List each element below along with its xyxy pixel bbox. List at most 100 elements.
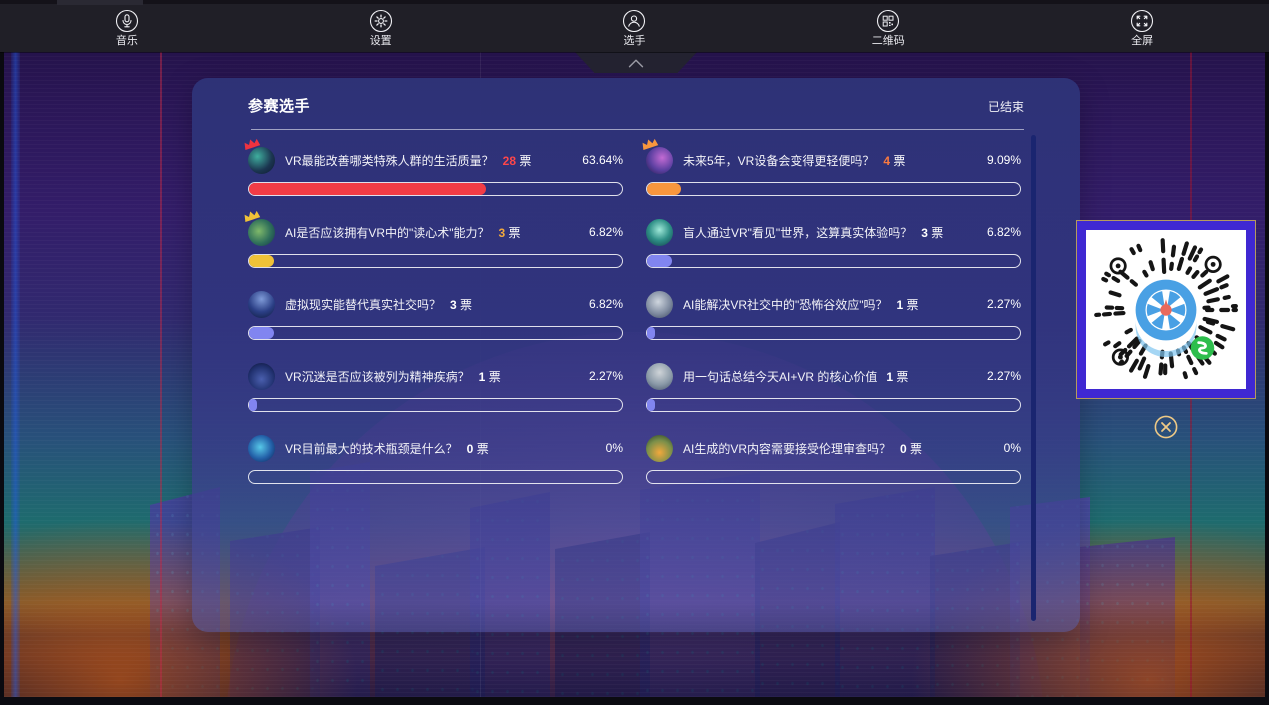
poll-bar-track: [646, 182, 1021, 196]
gear-icon: [369, 9, 392, 33]
poll-item: 虚拟现实能替代真实社交吗？ 3 票 6.82%: [248, 290, 623, 340]
qr-close-button[interactable]: [1154, 415, 1178, 439]
wechat-badge-icon: [1190, 335, 1215, 360]
avatar-image: [646, 362, 673, 390]
avatar: [646, 362, 673, 390]
poll-bar-track: [646, 398, 1021, 412]
poll-percent: 0%: [605, 441, 623, 455]
poll-item: VR目前最大的技术瓶颈是什么？ 0 票 0%: [248, 434, 623, 484]
poll-question: VR目前最大的技术瓶颈是什么？: [285, 441, 458, 456]
poll-percent: 0%: [1003, 441, 1021, 455]
person-icon: [623, 9, 646, 33]
screen-edge-right: [1265, 0, 1269, 705]
avatar-image: [248, 290, 275, 318]
poll-item: 用一句话总结今天AI+VR 的核心价值 1 票 2.27%: [646, 362, 1021, 412]
poll-bar-fill: [249, 399, 258, 411]
panel-header: 参赛选手 已结束: [192, 78, 1080, 116]
toolbar-item-qrcode[interactable]: 二维码: [761, 5, 1015, 47]
qr-code-panel: [1076, 220, 1256, 399]
poll-votes: 1 票: [886, 369, 909, 384]
top-toolbar: 音乐 设置 选手: [0, 0, 1269, 52]
poll-percent: 2.27%: [588, 369, 623, 383]
poll-bar-fill: [647, 255, 673, 267]
avatar: [646, 290, 673, 318]
avatar: [244, 210, 275, 246]
avatar: [248, 290, 275, 318]
qr-center-logo: [1135, 279, 1197, 357]
poll-question: VR沉迷是否应该被列为精神疾病？: [285, 369, 470, 384]
poll-head: VR目前最大的技术瓶颈是什么？ 0 票 0%: [248, 434, 623, 462]
poll-percent: 9.09%: [986, 153, 1021, 167]
poll-item: 未来5年，VR设备会变得更轻便吗？ 4 票 9.09%: [642, 138, 1021, 196]
avatar: [244, 138, 275, 174]
poll-head: AI是否应该拥有VR中的"读心术"能力？ 3 票 6.82%: [244, 210, 623, 246]
poll-bar-fill: [249, 255, 275, 267]
panel-scrollbar[interactable]: [1031, 135, 1036, 621]
poll-percent: 6.82%: [986, 225, 1021, 239]
crown-icon: [642, 138, 659, 150]
toolbar-label: 二维码: [871, 35, 905, 47]
poll-question: VR最能改善哪类特殊人群的生活质量？: [285, 153, 494, 168]
poll-bar-fill: [647, 183, 681, 195]
toolbar-collapse-handle[interactable]: [575, 52, 697, 73]
avatar-image: [248, 218, 275, 246]
poll-percent: 6.82%: [588, 297, 623, 311]
header-divider: [251, 129, 1024, 130]
avatar-image: [646, 290, 673, 318]
toolbar-label: 选手: [623, 35, 646, 47]
toolbar-item-contestants[interactable]: 选手: [508, 5, 762, 47]
avatar-image: [248, 434, 275, 462]
avatar-image: [646, 218, 673, 246]
qr-code-icon: [877, 9, 900, 33]
poll-votes: 3 票: [498, 225, 521, 240]
poll-percent: 63.64%: [582, 153, 623, 167]
poll-item: VR最能改善哪类特殊人群的生活质量？ 28 票 63.64%: [244, 138, 623, 196]
poll-question: 未来5年，VR设备会变得更轻便吗？: [683, 153, 875, 168]
poll-question: 虚拟现实能替代真实社交吗？: [285, 297, 442, 312]
poll-bar-fill: [249, 183, 487, 195]
toolbar-item-settings[interactable]: 设置: [254, 5, 508, 47]
poll-question: 用一句话总结今天AI+VR 的核心价值: [683, 369, 878, 384]
toolbar-label: 全屏: [1131, 35, 1154, 47]
poll-head: AI能解决VR社交中的"恐怖谷效应"吗？ 1 票 2.27%: [646, 290, 1021, 318]
poll-item: AI能解决VR社交中的"恐怖谷效应"吗？ 1 票 2.27%: [646, 290, 1021, 340]
poll-item: AI生成的VR内容需要接受伦理审查吗？ 0 票 0%: [646, 434, 1021, 484]
poll-votes: 28 票: [502, 153, 532, 168]
fullscreen-icon: [1131, 9, 1154, 33]
crown-icon: [244, 138, 261, 150]
poll-question: AI能解决VR社交中的"恐怖谷效应"吗？: [683, 297, 888, 312]
avatar-image: [646, 434, 673, 462]
poll-head: VR沉迷是否应该被列为精神疾病？ 1 票 2.27%: [248, 362, 623, 390]
poll-head: 用一句话总结今天AI+VR 的核心价值 1 票 2.27%: [646, 362, 1021, 390]
poll-bar-track: [248, 470, 623, 484]
avatar: [642, 138, 673, 174]
poll-bar-fill: [647, 327, 656, 339]
avatar: [646, 218, 673, 246]
avatar-image: [248, 362, 275, 390]
poll-head: 虚拟现实能替代真实社交吗？ 3 票 6.82%: [248, 290, 623, 318]
avatar-image: [248, 146, 275, 174]
toolbar-top-tab: [57, 0, 143, 5]
poll-votes: 1 票: [896, 297, 919, 312]
avatar: [646, 434, 673, 462]
contestants-panel: 参赛选手 已结束 VR最能改善哪类特殊人群的生活质量？ 28 票 63.64%: [192, 78, 1080, 632]
toolbar-label: 音乐: [115, 35, 138, 47]
poll-bar-fill: [249, 327, 275, 339]
poll-votes: 3 票: [450, 297, 473, 312]
poll-question: AI是否应该拥有VR中的"读心术"能力？: [285, 225, 490, 240]
accent-line-blue: [11, 52, 20, 705]
poll-bar-track: [646, 470, 1021, 484]
avatar: [248, 362, 275, 390]
close-icon: [1154, 415, 1178, 439]
accent-line-red-left: [160, 52, 162, 705]
poll-list: VR最能改善哪类特殊人群的生活质量？ 28 票 63.64% 未来5年，VR设备…: [192, 130, 1080, 484]
toolbar-item-fullscreen[interactable]: 全屏: [1015, 5, 1269, 47]
poll-bar-track: [248, 254, 623, 268]
poll-votes: 4 票: [883, 153, 906, 168]
panel-title: 参赛选手: [248, 98, 311, 115]
poll-item: AI是否应该拥有VR中的"读心术"能力？ 3 票 6.82%: [244, 210, 623, 268]
microphone-icon: [115, 9, 138, 33]
toolbar-label: 设置: [369, 35, 392, 47]
avatar-image: [646, 146, 673, 174]
toolbar-item-music[interactable]: 音乐: [0, 5, 254, 47]
